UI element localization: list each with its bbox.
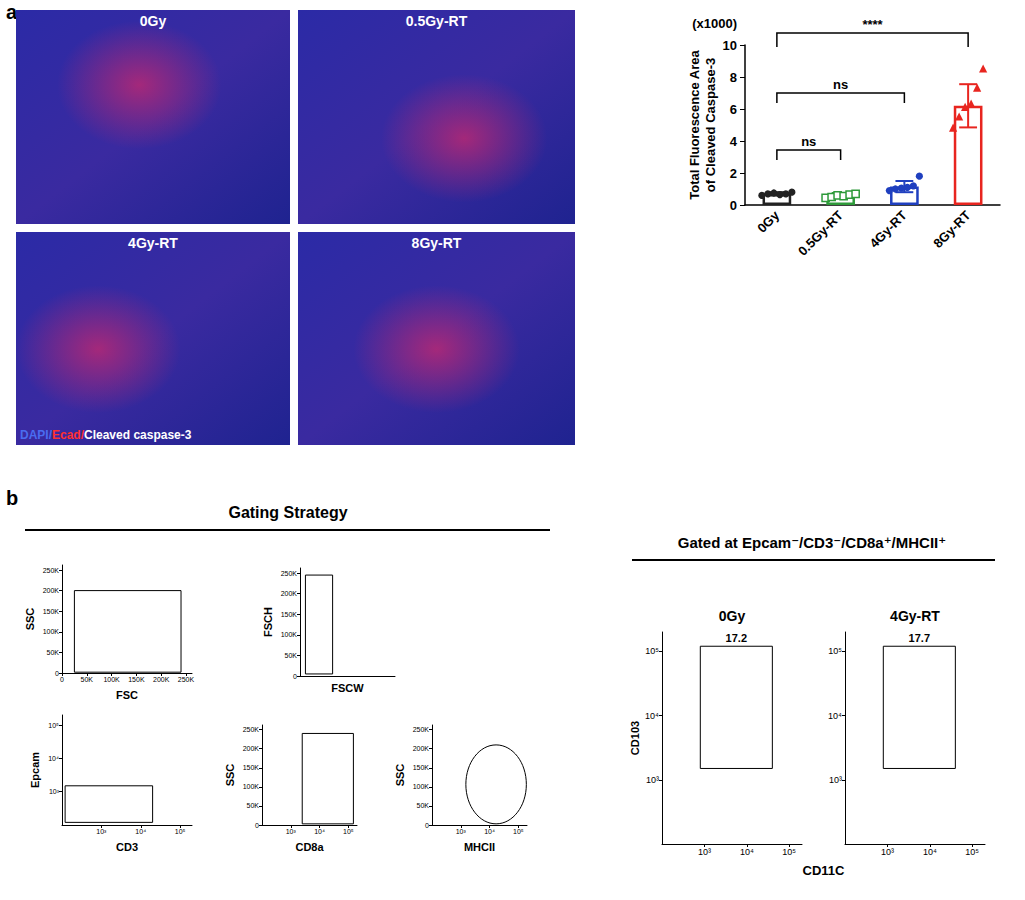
svg-text:50K: 50K [417, 802, 430, 809]
svg-text:150K: 150K [128, 676, 145, 683]
svg-text:SSC: SSC [394, 764, 406, 787]
svg-text:10⁴: 10⁴ [314, 828, 325, 835]
svg-text:Total Fluorescence Area: Total Fluorescence Area [687, 49, 702, 199]
svg-text:4: 4 [730, 134, 738, 149]
svg-text:100K: 100K [281, 631, 298, 638]
svg-text:ns: ns [833, 77, 848, 92]
svg-text:10³: 10³ [881, 847, 894, 857]
svg-text:10⁵: 10⁵ [828, 646, 842, 656]
svg-text:10⁴: 10⁴ [740, 847, 754, 857]
svg-text:4Gy-RT: 4Gy-RT [890, 608, 940, 624]
svg-text:10⁵: 10⁵ [343, 828, 354, 835]
svg-text:10³: 10³ [286, 828, 297, 835]
svg-text:10³: 10³ [49, 788, 60, 795]
svg-text:CD11C: CD11C [803, 863, 846, 878]
svg-text:0.5Gy-RT: 0.5Gy-RT [795, 208, 846, 259]
svg-text:10³: 10³ [456, 828, 467, 835]
svg-text:0: 0 [293, 673, 297, 680]
svg-text:200K: 200K [153, 676, 170, 683]
svg-text:150K: 150K [243, 764, 260, 771]
svg-text:50K: 50K [81, 676, 94, 683]
svg-text:****: **** [862, 17, 883, 32]
svg-text:200K: 200K [43, 587, 60, 594]
svg-text:ns: ns [801, 134, 816, 149]
svg-text:0: 0 [730, 198, 737, 213]
svg-text:200K: 200K [281, 590, 298, 597]
svg-text:0: 0 [60, 676, 64, 683]
svg-text:6: 6 [730, 102, 737, 117]
svg-text:100K: 100K [243, 783, 260, 790]
svg-text:10: 10 [723, 38, 737, 53]
svg-text:4Gy-RT: 4Gy-RT [128, 235, 178, 251]
svg-text:150K: 150K [281, 611, 298, 618]
svg-text:200K: 200K [413, 745, 430, 752]
svg-text:10⁴: 10⁴ [923, 847, 937, 857]
svg-text:10⁴: 10⁴ [135, 828, 146, 835]
svg-text:17.7: 17.7 [909, 632, 930, 644]
svg-text:10⁴: 10⁴ [645, 711, 659, 721]
svg-text:CD103: CD103 [629, 721, 641, 755]
svg-text:MHCII: MHCII [464, 841, 495, 853]
svg-text:(x1000): (x1000) [692, 16, 737, 31]
svg-text:10³: 10³ [646, 775, 659, 785]
svg-text:10³: 10³ [829, 775, 842, 785]
svg-text:150K: 150K [413, 764, 430, 771]
svg-text:10⁵: 10⁵ [175, 828, 186, 835]
svg-text:50K: 50K [285, 652, 298, 659]
svg-text:10⁵: 10⁵ [782, 847, 796, 857]
svg-text:250K: 250K [178, 676, 195, 683]
svg-text:100K: 100K [43, 628, 60, 635]
svg-text:50K: 50K [247, 802, 260, 809]
svg-text:CD8a: CD8a [295, 841, 324, 853]
svg-text:250K: 250K [243, 726, 260, 733]
svg-text:250K: 250K [43, 567, 60, 574]
svg-text:0Gy: 0Gy [719, 608, 746, 624]
svg-text:Gated at Epcam⁻/CD3⁻/CD8a⁺/MHC: Gated at Epcam⁻/CD3⁻/CD8a⁺/MHCII⁺ [678, 534, 946, 551]
svg-text:10⁵: 10⁵ [965, 847, 979, 857]
svg-text:a: a [6, 1, 18, 23]
svg-text:10⁵: 10⁵ [48, 722, 59, 729]
svg-text:2: 2 [730, 166, 737, 181]
svg-text:17.2: 17.2 [726, 632, 747, 644]
svg-text:8Gy-RT: 8Gy-RT [930, 208, 973, 251]
svg-text:0: 0 [255, 822, 259, 829]
svg-text:FSCW: FSCW [331, 682, 364, 694]
svg-text:10³: 10³ [698, 847, 711, 857]
svg-text:100K: 100K [103, 676, 120, 683]
svg-text:100K: 100K [413, 783, 430, 790]
svg-text:8: 8 [730, 70, 737, 85]
svg-text:Ecad/: Ecad/ [52, 428, 85, 442]
svg-text:250K: 250K [281, 570, 298, 577]
svg-text:0.5Gy-RT: 0.5Gy-RT [406, 13, 468, 29]
svg-text:4Gy-RT: 4Gy-RT [866, 208, 909, 251]
svg-text:0: 0 [55, 670, 59, 677]
svg-text:CD3: CD3 [116, 841, 138, 853]
svg-text:b: b [6, 487, 18, 509]
svg-text:Epcam: Epcam [29, 752, 41, 788]
svg-text:FSCH: FSCH [262, 607, 274, 637]
svg-text:0Gy: 0Gy [140, 13, 167, 29]
svg-text:10⁴: 10⁴ [828, 711, 842, 721]
svg-text:0: 0 [425, 822, 429, 829]
svg-text:SSC: SSC [24, 608, 36, 631]
svg-text:150K: 150K [43, 608, 60, 615]
svg-text:10⁵: 10⁵ [513, 828, 524, 835]
svg-text:Cleaved caspase-3: Cleaved caspase-3 [84, 428, 192, 442]
svg-text:10⁴: 10⁴ [484, 828, 495, 835]
svg-text:10³: 10³ [96, 828, 107, 835]
svg-text:of Cleaved Caspase-3: of Cleaved Caspase-3 [703, 58, 718, 192]
svg-text:Gating Strategy: Gating Strategy [228, 504, 347, 521]
svg-text:50K: 50K [47, 649, 60, 656]
svg-text:0Gy: 0Gy [754, 207, 783, 236]
svg-text:200K: 200K [243, 745, 260, 752]
svg-text:DAPI/: DAPI/ [20, 428, 53, 442]
svg-text:SSC: SSC [224, 764, 236, 787]
svg-text:FSC: FSC [116, 689, 138, 701]
svg-text:10⁵: 10⁵ [645, 646, 659, 656]
svg-text:8Gy-RT: 8Gy-RT [412, 235, 462, 251]
svg-text:250K: 250K [413, 726, 430, 733]
svg-text:10⁴: 10⁴ [48, 755, 59, 762]
